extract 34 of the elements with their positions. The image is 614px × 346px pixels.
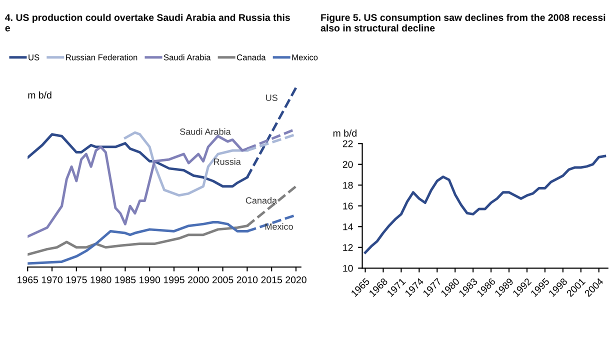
x-tick-label: 1995 (164, 276, 184, 284)
annotation: Canada (246, 197, 278, 204)
y-tick-label: 20 (342, 161, 353, 168)
y-tick-label: 22 (342, 140, 353, 148)
annotation: Russia (214, 158, 241, 165)
y-tick-label: 16 (343, 202, 353, 210)
x-tick-label: 2000 (188, 276, 209, 284)
y-tick-label: 18 (343, 182, 353, 189)
y-axis-title: m b/d (333, 130, 356, 137)
y-tick-label: 12 (343, 244, 353, 251)
y-tick-label: 14 (343, 223, 353, 230)
legend-label: Russian Federation (66, 54, 138, 60)
y-axis-title: m b/d (28, 91, 52, 99)
annotation: Saudi Arabia (180, 128, 231, 135)
x-tick-label: 1985 (115, 276, 136, 284)
legend-label: Canada (237, 54, 266, 60)
annotation: Mexico (265, 223, 293, 230)
legend-label: US (28, 54, 40, 60)
x-tick-label: 1980 (90, 276, 112, 284)
x-tick-label: 1975 (66, 276, 87, 284)
legend-label: Mexico (292, 54, 318, 60)
x-tick-label: 2015 (261, 276, 282, 284)
chart-title: Figure 5. US consumption saw declines from the 2008 recessi also in structural decline (320, 14, 606, 32)
x-tick-label: 2020 (286, 276, 306, 284)
x-tick-label: 1965 (18, 276, 38, 284)
x-tick-label: 2005 (212, 276, 234, 284)
x-tick-label: 1970 (42, 276, 62, 284)
annotation: US (266, 94, 278, 101)
line-series (364, 154, 606, 254)
y-tick-label: 10 (343, 264, 353, 272)
legend-label: Saudi Arabia (164, 54, 211, 60)
x-tick-label: 1990 (140, 276, 160, 284)
x-tick-label: 2010 (236, 276, 258, 284)
chart-title: 4. US production could overtake Saudi Arabia and Russia this e (5, 14, 290, 32)
